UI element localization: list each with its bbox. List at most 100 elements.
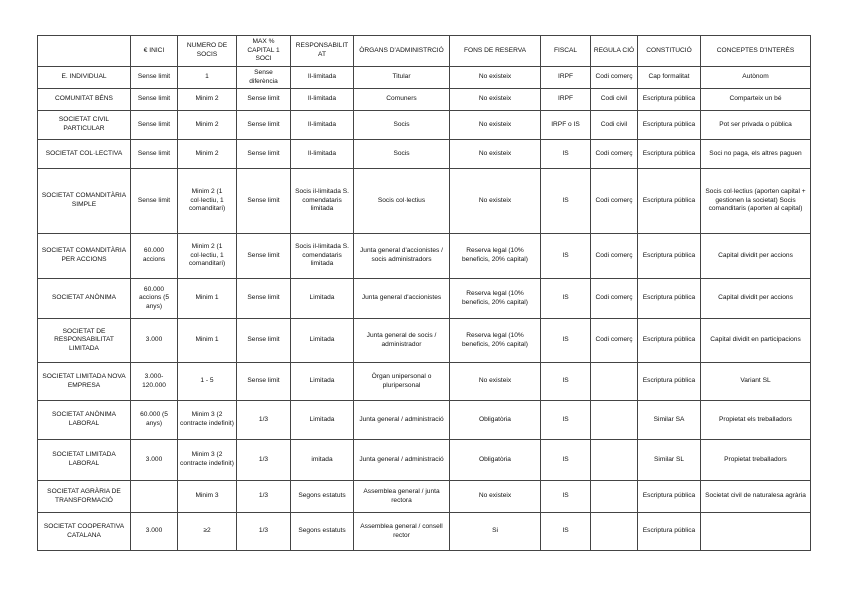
table-cell: Junta general de socis / administrador	[353, 318, 450, 363]
table-cell: 1/3	[236, 480, 291, 513]
table-cell: Obligatòria	[449, 439, 541, 481]
table-cell: Socis col·lectius (aporten capital + ges…	[700, 168, 811, 234]
table-cell: Codi civil	[590, 110, 638, 140]
table-cell: Sense limit	[236, 233, 291, 279]
table-cell: IS	[540, 439, 591, 481]
table-cell: Codi comerç	[590, 318, 638, 363]
table-cell: 60.000 accions	[130, 233, 178, 279]
table-cell: IS	[540, 139, 591, 169]
table-cell: Minim 1	[177, 278, 237, 319]
row-label: SOCIETAT AGRÀRIA DE TRANSFORMACIÓ	[37, 480, 131, 513]
table-cell: Codi comerç	[590, 66, 638, 89]
table-row: SOCIETAT LIMITADA LABORAL 3.000 Minim 3 (2…	[37, 439, 811, 481]
table-cell: Il-limitada	[290, 66, 354, 89]
table-cell: No existeix	[449, 139, 541, 169]
table-cell: No existeix	[449, 110, 541, 140]
table-cell: Codi comerç	[590, 278, 638, 319]
table-cell: Sense limit	[130, 88, 178, 111]
table-cell: 3.000-120.000	[130, 362, 178, 401]
table-cell: imitada	[290, 439, 354, 481]
table-cell: Segons estatuts	[290, 480, 354, 513]
column-header: CONCEPTES D'INTERÈS	[700, 35, 811, 67]
table-cell: Variant SL	[700, 362, 811, 401]
row-label: SOCIETAT ANÒNIMA	[37, 278, 131, 319]
table-cell: Reserva legal (10% beneficis, 20% capita…	[449, 318, 541, 363]
table-cell: Escriptura pública	[637, 110, 701, 140]
table-cell: Minim 2 (1 col·lectiu, 1 comanditari)	[177, 233, 237, 279]
table-cell: Escriptura pública	[637, 480, 701, 513]
table-cell: Sense limit	[236, 318, 291, 363]
table-cell: 1/3	[236, 400, 291, 440]
table-cell: Comuners	[353, 88, 450, 111]
table-cell: Escriptura pública	[637, 278, 701, 319]
table-cell: Minim 3	[177, 480, 237, 513]
table-row: SOCIETAT COMANDITÀRIA PER ACCIONS 60.000 …	[37, 233, 811, 279]
table-cell: Comparteix un bé	[700, 88, 811, 111]
row-label: SOCIETAT COMANDITÀRIA PER ACCIONS	[37, 233, 131, 279]
table-cell: Escriptura pública	[637, 318, 701, 363]
row-label: SOCIETAT COL·LECTIVA	[37, 139, 131, 169]
table-cell: IS	[540, 168, 591, 234]
table-cell: No existeix	[449, 66, 541, 89]
table-cell: IS	[540, 233, 591, 279]
table-cell: Minim 1	[177, 318, 237, 363]
row-label: SOCIETAT COOPERATIVA CATALANA	[37, 512, 131, 551]
table-cell: 1	[177, 66, 237, 89]
table-cell: Societat civil de naturalesa agrària	[700, 480, 811, 513]
table-cell: Segons estatuts	[290, 512, 354, 551]
row-label: SOCIETAT CIVIL PARTICULAR	[37, 110, 131, 140]
table-cell: Socis il-limitada S. comendataris limita…	[290, 233, 354, 279]
table-cell: Sense limit	[130, 168, 178, 234]
column-header: FONS DE RESERVA	[449, 35, 541, 67]
row-label: SOCIETAT COMANDITÀRIA SIMPLE	[37, 168, 131, 234]
table-cell: Il-limitada	[290, 139, 354, 169]
table-cell: Òrgan unipersonal o pluripersonal	[353, 362, 450, 401]
table-cell: 60.000 accions (5 anys)	[130, 278, 178, 319]
table-cell: Sense limit	[236, 362, 291, 401]
table-cell: 1/3	[236, 512, 291, 551]
table-cell	[590, 512, 638, 551]
table-cell: Sense limit	[130, 110, 178, 140]
table-cell: Junta general d'accionistes	[353, 278, 450, 319]
table-cell: Sense limit	[130, 139, 178, 169]
table-cell: IS	[540, 400, 591, 440]
table-cell: Limitada	[290, 318, 354, 363]
table-cell: Codi comerç	[590, 233, 638, 279]
header-row: € INICI NUMERO DE SOCIS MAX % CAPITAL 1 SO…	[37, 35, 811, 67]
table-cell: Junta general / administració	[353, 400, 450, 440]
table-cell: Assemblea general / junta rectora	[353, 480, 450, 513]
column-header: MAX % CAPITAL 1 SOCI	[236, 35, 291, 67]
table-cell: Sense limit	[130, 66, 178, 89]
table-cell: Propietat els treballadors	[700, 400, 811, 440]
table-cell: Socis il-limitada S. comendataris limita…	[290, 168, 354, 234]
table-cell: IS	[540, 512, 591, 551]
table-cell: No existeix	[449, 362, 541, 401]
table-cell: 1/3	[236, 439, 291, 481]
table-cell: Similar SL	[637, 439, 701, 481]
column-header	[37, 35, 131, 67]
table-cell	[700, 512, 811, 551]
column-header: NUMERO DE SOCIS	[177, 35, 237, 67]
table-cell: Limitada	[290, 400, 354, 440]
table-cell: Obligatòria	[449, 400, 541, 440]
column-header: REGULA CIÓ	[590, 35, 638, 67]
table-cell: Sense limit	[236, 168, 291, 234]
table-cell: Similar SA	[637, 400, 701, 440]
table-cell: 3.000	[130, 439, 178, 481]
table-cell: Sense limit	[236, 278, 291, 319]
column-header: RESPONSABILIT AT	[290, 35, 354, 67]
table-cell: No existeix	[449, 480, 541, 513]
table-cell: Sense diferència	[236, 66, 291, 89]
table-row: SOCIETAT ANÒNIMA 60.000 accions (5 anys) M…	[37, 278, 811, 319]
table-cell: Junta general / administració	[353, 439, 450, 481]
row-label: SOCIETAT ANÒNIMA LABORAL	[37, 400, 131, 440]
table-cell: 3.000	[130, 318, 178, 363]
table-cell: Junta general d'accionistes / socis admi…	[353, 233, 450, 279]
table-cell	[590, 362, 638, 401]
table-cell: Socis	[353, 139, 450, 169]
table-cell: Escriptura pública	[637, 362, 701, 401]
table-cell: Il-limitada	[290, 110, 354, 140]
table-cell: Sense limit	[236, 139, 291, 169]
table-cell: No existeix	[449, 88, 541, 111]
table-cell: Minim 2 (1 col·lectiu, 1 comanditari)	[177, 168, 237, 234]
